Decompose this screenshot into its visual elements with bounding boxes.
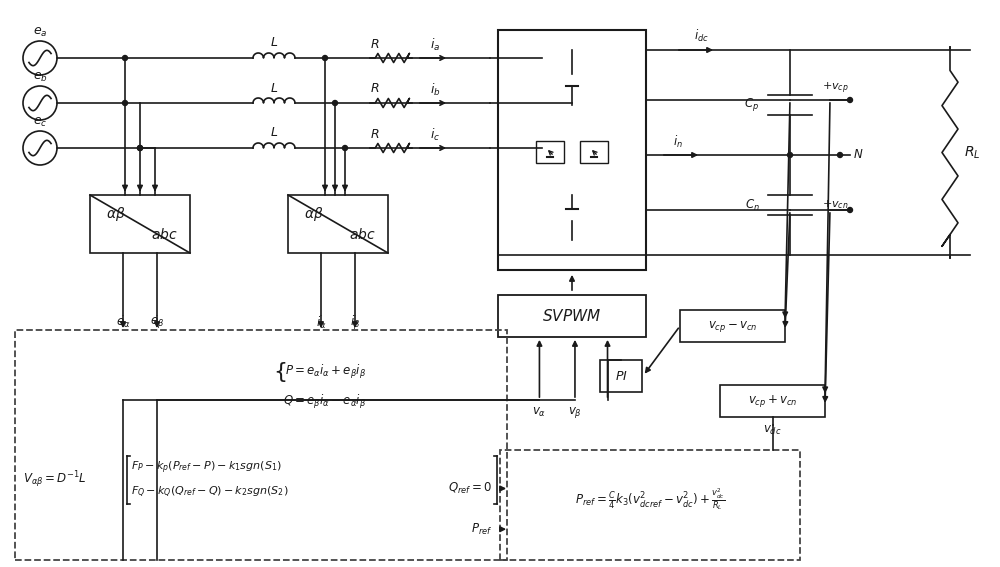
Text: $v_{dc}$: $v_{dc}$ <box>763 424 782 437</box>
Text: $R_L$: $R_L$ <box>964 144 980 160</box>
FancyBboxPatch shape <box>600 360 642 392</box>
FancyBboxPatch shape <box>498 30 646 270</box>
Circle shape <box>788 153 792 158</box>
Circle shape <box>342 146 348 150</box>
FancyBboxPatch shape <box>720 385 825 417</box>
Text: $V_{\alpha\beta}=D^{-1}L$: $V_{\alpha\beta}=D^{-1}L$ <box>23 469 87 490</box>
Text: $\alpha\beta$: $\alpha\beta$ <box>106 205 126 223</box>
Circle shape <box>122 100 128 105</box>
Text: $i_n$: $i_n$ <box>673 134 683 150</box>
Circle shape <box>122 56 128 61</box>
Text: $P_{ref}=\frac{C}{4}k_3(v_{dcref}^2-v_{dc}^2)+\frac{v_{dc}^2}{R_L}$: $P_{ref}=\frac{C}{4}k_3(v_{dcref}^2-v_{d… <box>575 486 725 513</box>
Text: $i_\alpha$: $i_\alpha$ <box>316 315 326 331</box>
Text: $C_n$: $C_n$ <box>745 197 759 213</box>
Circle shape <box>838 153 842 158</box>
Circle shape <box>848 208 852 213</box>
Text: $e_b$: $e_b$ <box>33 70 47 83</box>
Text: $\{$: $\{$ <box>273 360 287 384</box>
Text: $F_Q-k_Q(Q_{ref}-Q)-k_2sgn(S_2)$: $F_Q-k_Q(Q_{ref}-Q)-k_2sgn(S_2)$ <box>131 484 289 500</box>
FancyBboxPatch shape <box>288 195 388 253</box>
Text: $e_a$: $e_a$ <box>33 26 47 39</box>
Circle shape <box>322 56 328 61</box>
Text: $abc$: $abc$ <box>349 227 375 242</box>
FancyBboxPatch shape <box>90 195 190 253</box>
Text: $L$: $L$ <box>270 36 278 49</box>
Text: $i_c$: $i_c$ <box>430 127 440 143</box>
Text: $v_\alpha$: $v_\alpha$ <box>532 405 547 418</box>
Circle shape <box>138 146 143 150</box>
Text: $PI$: $PI$ <box>615 370 627 383</box>
Text: $F_P-k_p(P_{ref}-P)-k_1sgn(S_1)$: $F_P-k_p(P_{ref}-P)-k_1sgn(S_1)$ <box>131 460 282 476</box>
Text: $e_\beta$: $e_\beta$ <box>150 315 164 331</box>
Text: $R$: $R$ <box>370 37 380 50</box>
Text: $+v_{cp}$: $+v_{cp}$ <box>822 81 848 96</box>
Polygon shape <box>591 151 597 157</box>
Polygon shape <box>566 209 578 221</box>
Polygon shape <box>547 151 553 157</box>
Text: $R$: $R$ <box>370 83 380 95</box>
Text: $e_c$: $e_c$ <box>33 116 47 129</box>
Text: $i_\beta$: $i_\beta$ <box>350 314 360 332</box>
Polygon shape <box>566 74 578 86</box>
Text: $v_\beta$: $v_\beta$ <box>568 404 582 420</box>
Text: $v_{cp}+v_{cn}$: $v_{cp}+v_{cn}$ <box>748 393 797 409</box>
FancyBboxPatch shape <box>498 295 646 337</box>
Text: $e_\alpha$: $e_\alpha$ <box>116 316 130 329</box>
Text: $+v_{cn}$: $+v_{cn}$ <box>822 198 848 211</box>
Text: $v_{cp}-v_{cn}$: $v_{cp}-v_{cn}$ <box>708 319 757 333</box>
FancyBboxPatch shape <box>680 310 785 342</box>
Text: $Q=e_\beta i_\alpha-e_\alpha i_\beta$: $Q=e_\beta i_\alpha-e_\alpha i_\beta$ <box>283 393 367 411</box>
Text: $abc$: $abc$ <box>151 227 177 242</box>
Text: $\alpha\beta$: $\alpha\beta$ <box>304 205 324 223</box>
Text: $C_p$: $C_p$ <box>744 96 760 113</box>
Text: $i_a$: $i_a$ <box>430 37 440 53</box>
Text: $SVPWM$: $SVPWM$ <box>542 308 602 324</box>
Text: $Q_{ref}=0$: $Q_{ref}=0$ <box>448 481 492 496</box>
Text: $N$: $N$ <box>853 149 863 162</box>
Circle shape <box>332 100 338 105</box>
Text: $L$: $L$ <box>270 82 278 95</box>
Circle shape <box>138 146 143 150</box>
Circle shape <box>848 98 852 103</box>
Text: $i_b$: $i_b$ <box>430 82 440 98</box>
Text: $R$: $R$ <box>370 128 380 141</box>
Text: $P=e_\alpha i_\alpha+e_\beta i_\beta$: $P=e_\alpha i_\alpha+e_\beta i_\beta$ <box>285 363 366 381</box>
Text: $P_{ref}$: $P_{ref}$ <box>471 522 492 537</box>
Text: $L$: $L$ <box>270 126 278 139</box>
Text: $i_{dc}$: $i_{dc}$ <box>694 28 708 44</box>
